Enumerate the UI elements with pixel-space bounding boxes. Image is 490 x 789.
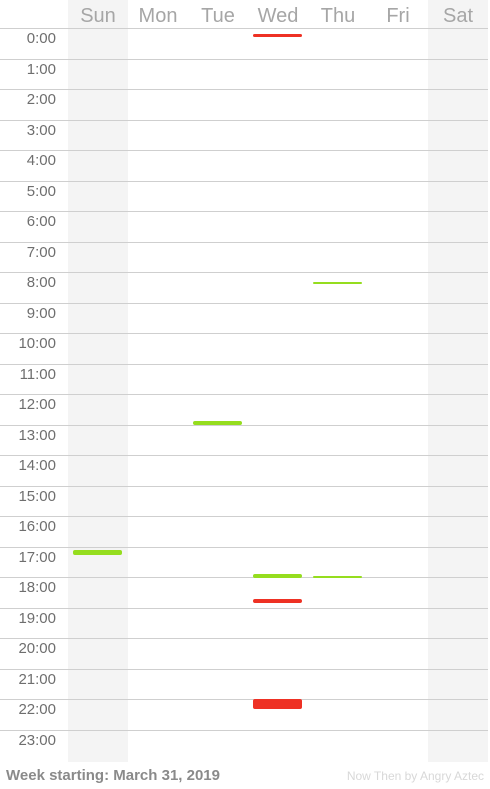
hour-label: 17:00 xyxy=(18,548,56,566)
day-header-sun: Sun xyxy=(80,5,116,27)
day-header-thu: Thu xyxy=(320,5,356,27)
hour-label: 4:00 xyxy=(26,152,56,169)
hour-label: 10:00 xyxy=(18,335,56,352)
event-block-sun[interactable] xyxy=(73,550,122,556)
hour-label: 2:00 xyxy=(26,91,56,108)
hour-label: 1:00 xyxy=(26,60,56,78)
hour-label: 22:00 xyxy=(18,701,56,718)
hour-label: 0:00 xyxy=(26,30,56,47)
hour-label: 11:00 xyxy=(19,365,56,383)
hour-grid-line xyxy=(0,638,488,639)
hour-grid-line xyxy=(0,729,488,731)
hour-label: 13:00 xyxy=(18,426,56,444)
hour-label: 14:00 xyxy=(18,457,56,474)
weekend-column-sun xyxy=(68,0,128,762)
hour-label: 21:00 xyxy=(18,670,56,688)
day-header-sat: Sat xyxy=(442,5,474,27)
hour-label: 8:00 xyxy=(26,274,56,291)
day-header-wed: Wed xyxy=(257,5,299,27)
app-credit: Now Then by Angry Aztec xyxy=(346,769,484,783)
hour-grid-line xyxy=(0,607,488,609)
day-header-mon: Mon xyxy=(138,5,178,27)
hour-label: 19:00 xyxy=(18,609,56,627)
hour-grid-line xyxy=(0,577,488,578)
hour-grid-line xyxy=(0,668,488,670)
hour-grid-line xyxy=(0,333,488,334)
hour-grid-line xyxy=(0,516,488,517)
day-header-tue: Tue xyxy=(201,5,235,27)
event-block-wed[interactable] xyxy=(253,574,302,579)
hour-grid-line xyxy=(0,424,488,426)
hour-grid-line xyxy=(0,394,488,395)
week-starting-label: Week starting: March 31, 2019 xyxy=(6,767,220,784)
hour-label: 16:00 xyxy=(18,518,56,535)
day-header-fri: Fri xyxy=(386,5,410,27)
hour-label: 6:00 xyxy=(26,213,56,230)
event-block-thu[interactable] xyxy=(313,281,362,284)
hour-label: 9:00 xyxy=(26,304,56,322)
hour-grid-line xyxy=(0,28,488,29)
hour-grid-line xyxy=(0,211,488,212)
hour-grid-line xyxy=(0,272,488,273)
hour-grid-line xyxy=(0,485,488,487)
event-block-thu[interactable] xyxy=(313,575,362,578)
hour-grid-line xyxy=(0,363,488,365)
hour-label: 12:00 xyxy=(18,396,56,413)
weekend-column-sat xyxy=(428,0,488,762)
hour-grid-line xyxy=(0,302,488,304)
hour-grid-line xyxy=(0,699,488,700)
hour-grid-line xyxy=(0,546,488,548)
hour-grid-line xyxy=(0,89,488,90)
event-block-tue[interactable] xyxy=(193,421,242,425)
hour-label: 15:00 xyxy=(18,487,56,505)
hour-label: 23:00 xyxy=(18,731,56,749)
event-block-wed[interactable] xyxy=(253,699,302,709)
event-block-wed[interactable] xyxy=(253,33,302,37)
hour-label: 3:00 xyxy=(26,121,56,139)
hour-label: 7:00 xyxy=(26,243,56,261)
hour-label: 18:00 xyxy=(18,579,56,596)
event-block-wed[interactable] xyxy=(253,598,302,604)
hour-grid-line xyxy=(0,119,488,121)
hour-label: 20:00 xyxy=(18,640,56,657)
hour-grid-line xyxy=(0,150,488,151)
hour-label: 5:00 xyxy=(26,182,56,200)
hour-grid-line xyxy=(0,180,488,182)
hour-grid-line xyxy=(0,455,488,456)
hour-grid-line xyxy=(0,241,488,243)
hour-grid-line xyxy=(0,58,488,60)
